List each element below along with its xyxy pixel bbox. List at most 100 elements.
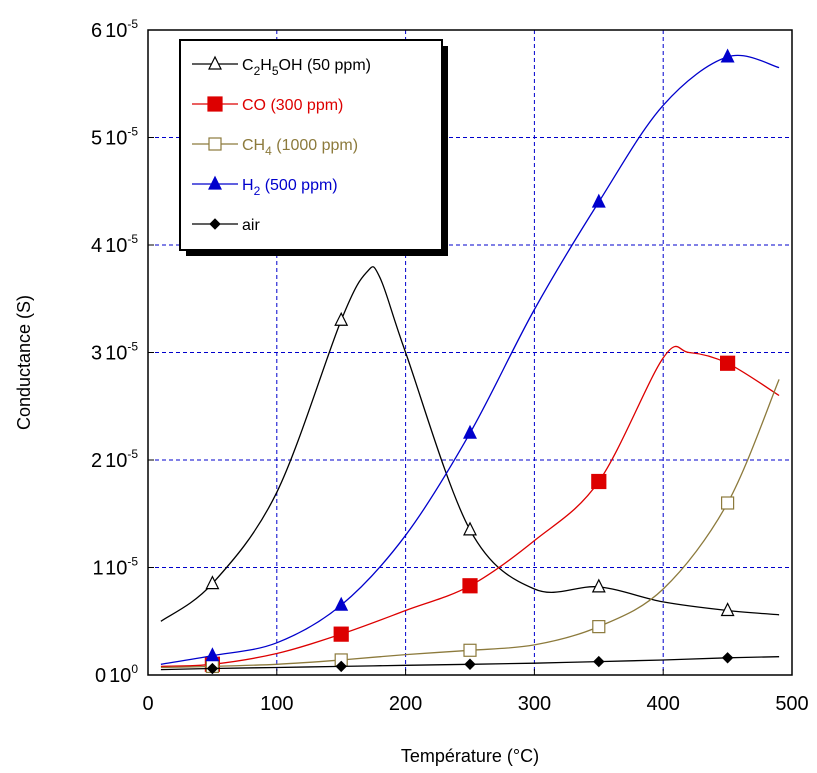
y-tick-mantissa: 2 bbox=[91, 450, 102, 472]
legend-marker bbox=[208, 175, 222, 190]
legend-entry: C2H5OH (50 ppm) bbox=[192, 55, 371, 78]
series-line bbox=[160, 54, 780, 665]
data-point bbox=[463, 424, 477, 439]
data-point bbox=[205, 647, 220, 662]
series-line bbox=[160, 379, 780, 669]
series-1 bbox=[160, 345, 780, 672]
y-tick-base: 10 bbox=[105, 558, 127, 580]
y-tick-mantissa: 4 bbox=[91, 235, 102, 257]
y-tick-exponent: -5 bbox=[127, 555, 138, 569]
y-tick-label: 3 10-5 bbox=[91, 340, 138, 365]
legend-label: air bbox=[242, 217, 260, 234]
legend-label-part: 2 bbox=[254, 184, 261, 198]
x-tick-label: 400 bbox=[647, 693, 680, 715]
data-point bbox=[463, 643, 477, 657]
legend-label-part: OH (50 ppm) bbox=[279, 57, 371, 74]
legend-label-part: air bbox=[242, 217, 260, 234]
y-tick-exponent: -5 bbox=[127, 125, 138, 139]
data-point bbox=[206, 662, 219, 675]
y-tick-label: 2 10-5 bbox=[91, 447, 138, 472]
y-axis-label: Conductance (S) bbox=[14, 295, 34, 430]
y-tick-base: 10 bbox=[105, 343, 127, 365]
series-3 bbox=[160, 48, 780, 665]
y-tick-label: 1 10-5 bbox=[92, 555, 138, 580]
data-point bbox=[592, 620, 606, 634]
legend-label: C2H5OH (50 ppm) bbox=[242, 57, 371, 78]
legend-marker bbox=[209, 218, 221, 230]
series-line bbox=[160, 345, 780, 668]
legend-label-part: CH bbox=[242, 137, 265, 154]
x-tick-label: 0 bbox=[142, 693, 153, 715]
legend-label-part: (1000 ppm) bbox=[272, 137, 358, 154]
legend: C2H5OH (50 ppm)CO (300 ppm)CH4 (1000 ppm… bbox=[179, 39, 448, 256]
legend-entry: CO (300 ppm) bbox=[192, 96, 343, 114]
data-point bbox=[720, 48, 735, 63]
legend-label-part: 2 bbox=[254, 64, 261, 78]
y-tick-label: 5 10-5 bbox=[91, 125, 138, 150]
legend-label-part: 4 bbox=[265, 144, 272, 158]
legend-box bbox=[179, 39, 443, 251]
y-tick-exponent: 0 bbox=[131, 662, 138, 676]
data-point bbox=[720, 496, 735, 510]
data-point bbox=[463, 521, 477, 536]
data-point bbox=[334, 596, 349, 611]
data-point bbox=[593, 655, 605, 668]
legend-entry: air bbox=[192, 217, 260, 234]
y-tick-label: 0 100 bbox=[95, 662, 138, 687]
y-tick-base: 10 bbox=[105, 235, 127, 257]
data-point bbox=[591, 473, 607, 490]
legend-label-part: H bbox=[242, 177, 254, 194]
data-point bbox=[335, 660, 347, 673]
y-tick-base: 10 bbox=[109, 665, 131, 687]
y-tick-base: 10 bbox=[105, 128, 127, 150]
x-tick-label: 300 bbox=[518, 693, 551, 715]
data-point bbox=[462, 578, 478, 594]
data-point bbox=[333, 626, 349, 642]
y-tick-exponent: -5 bbox=[127, 232, 138, 246]
y-tick-exponent: -5 bbox=[127, 340, 138, 354]
y-tick-mantissa: 3 bbox=[91, 343, 102, 365]
y-tick-base: 10 bbox=[105, 450, 127, 472]
x-tick-labels: 0 100 200 300 400 500 bbox=[142, 669, 809, 715]
data-point bbox=[334, 311, 349, 326]
x-tick-label: 200 bbox=[389, 693, 422, 715]
y-tick-label: 4 10-5 bbox=[91, 232, 138, 257]
y-tick-mantissa: 0 bbox=[95, 665, 106, 687]
y-tick-mantissa: 5 bbox=[91, 128, 102, 150]
y-tick-mantissa: 1 bbox=[92, 558, 103, 580]
legend-label-part: CO (300 ppm) bbox=[242, 97, 343, 114]
legend-label-part: C bbox=[242, 57, 254, 74]
y-tick-label: 6 10-5 bbox=[91, 17, 138, 42]
data-point bbox=[719, 355, 736, 371]
legend-label: H2 (500 ppm) bbox=[242, 177, 338, 198]
legend-marker bbox=[208, 137, 222, 151]
legend-marker bbox=[207, 96, 223, 112]
legend-label: CH4 (1000 ppm) bbox=[242, 137, 358, 158]
legend-entry: CH4 (1000 ppm) bbox=[192, 137, 358, 158]
legend-marker bbox=[208, 55, 222, 70]
data-point bbox=[720, 602, 735, 617]
data-point bbox=[591, 193, 606, 208]
legend-label: CO (300 ppm) bbox=[242, 97, 343, 114]
x-tick-label: 500 bbox=[775, 693, 808, 715]
data-point bbox=[591, 578, 606, 593]
y-tick-exponent: -5 bbox=[127, 447, 138, 461]
series-line bbox=[160, 266, 780, 622]
series-4 bbox=[160, 652, 780, 675]
y-tick-exponent: -5 bbox=[127, 17, 138, 31]
legend-label-part: (500 ppm) bbox=[260, 177, 337, 194]
x-axis-label: Température (°C) bbox=[401, 746, 539, 766]
series-2 bbox=[160, 379, 780, 674]
y-tick-base: 10 bbox=[105, 20, 127, 42]
legend-entry: H2 (500 ppm) bbox=[192, 175, 338, 198]
data-point bbox=[464, 658, 476, 670]
x-tick-label: 100 bbox=[260, 693, 293, 715]
series-0 bbox=[160, 266, 780, 622]
y-tick-mantissa: 6 bbox=[91, 20, 102, 42]
data-point bbox=[721, 652, 734, 664]
legend-label-part: H bbox=[260, 57, 272, 74]
data-point bbox=[205, 575, 220, 590]
legend-label-part: 5 bbox=[272, 64, 279, 78]
